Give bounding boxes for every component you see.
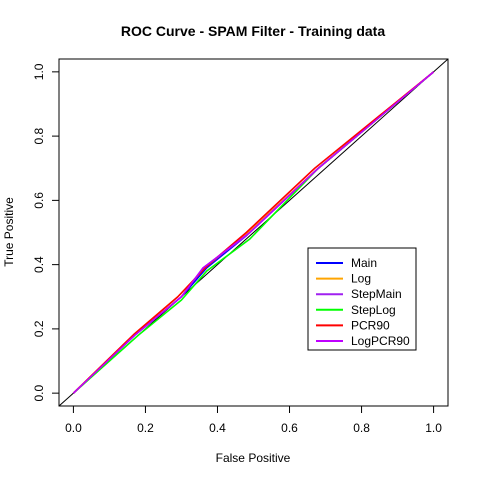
y-tick-label: 0.6 [32, 192, 46, 209]
legend-label-stepmain: StepMain [351, 287, 402, 301]
chart-title: ROC Curve - SPAM Filter - Training data [121, 23, 385, 39]
series-line-pcr90 [72, 71, 435, 394]
y-tick-label: 0.2 [32, 320, 46, 337]
y-tick-label: 0.8 [32, 127, 46, 144]
x-tick-label: 0.6 [281, 421, 298, 435]
plot-area [58, 58, 449, 407]
legend-label-logpcr90: LogPCR90 [351, 334, 410, 348]
x-tick-label: 0.0 [65, 421, 82, 435]
y-tick-label: 1.0 [32, 63, 46, 80]
plot-frame [58, 58, 449, 407]
y-axis-label: True Positive [2, 197, 16, 267]
legend-label-pcr90: PCR90 [351, 318, 390, 332]
legend-label-main: Main [351, 256, 377, 270]
legend-label-steplog: StepLog [351, 303, 396, 317]
y-tick-label: 0.4 [32, 256, 46, 273]
y-axis: 0.0 0.2 0.4 0.6 0.8 1.0 [32, 63, 59, 401]
x-axis-label: False Positive [216, 451, 291, 465]
x-tick-label: 0.2 [137, 421, 154, 435]
x-axis: 0.0 0.2 0.4 0.6 0.8 1.0 [65, 406, 442, 435]
series-line-logpcr90 [72, 71, 435, 394]
y-tick-label: 0.0 [32, 384, 46, 401]
x-tick-label: 1.0 [425, 421, 442, 435]
x-tick-label: 0.8 [353, 421, 370, 435]
x-tick-label: 0.4 [209, 421, 226, 435]
legend-label-log: Log [351, 272, 371, 286]
legend-box [307, 247, 417, 351]
